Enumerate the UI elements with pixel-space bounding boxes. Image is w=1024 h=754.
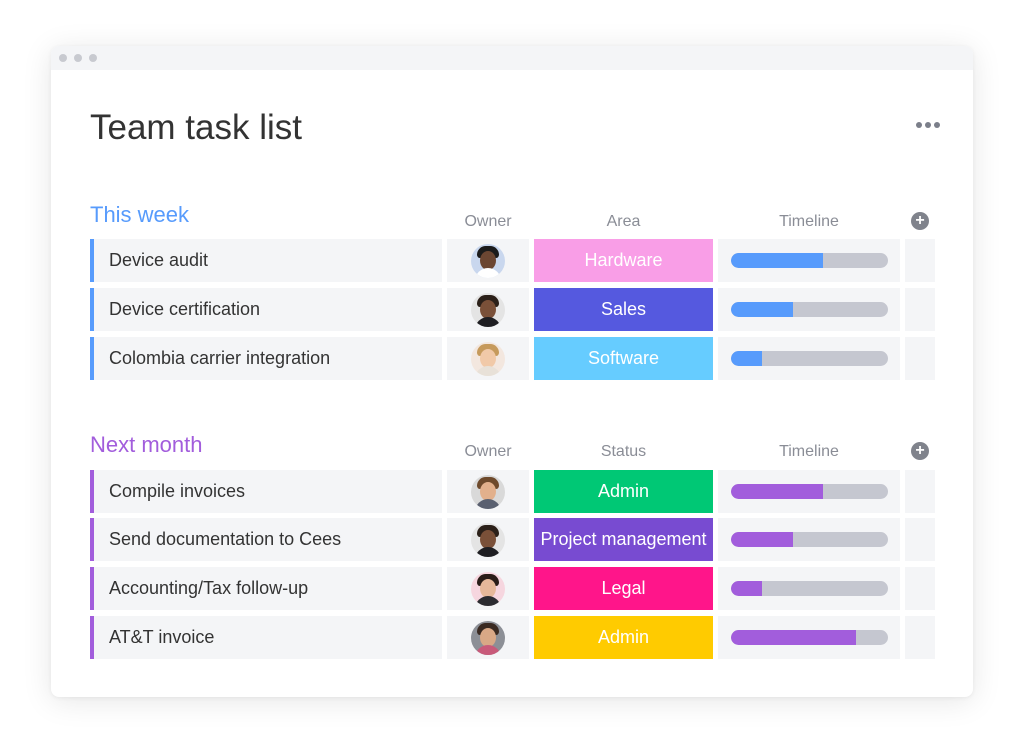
timeline-cell <box>718 567 900 610</box>
owner-avatar-icon[interactable] <box>471 571 505 606</box>
task-name[interactable]: Accounting/Tax follow-up <box>90 567 442 610</box>
column-header-owner[interactable]: Owner <box>464 213 512 230</box>
owner-cell <box>447 518 529 561</box>
task-name[interactable]: Device certification <box>90 288 442 331</box>
task-name[interactable]: Compile invoices <box>90 470 442 513</box>
table-row[interactable]: Send documentation to Cees Project manag… <box>90 518 935 561</box>
table-row[interactable]: Colombia carrier integration Software <box>90 337 935 380</box>
page-title: Team task list <box>90 108 302 147</box>
timeline-bar[interactable] <box>730 630 888 645</box>
timeline-bar[interactable] <box>730 302 888 317</box>
owner-cell <box>447 239 529 282</box>
status-label[interactable]: Admin <box>534 616 713 659</box>
window-titlebar <box>51 46 973 70</box>
more-options-icon[interactable] <box>916 122 940 128</box>
table-row[interactable]: Compile invoices Admin <box>90 470 935 513</box>
column-header-timeline[interactable]: Timeline <box>779 443 839 460</box>
task-name[interactable]: Device audit <box>90 239 442 282</box>
column-header-owner[interactable]: Owner <box>464 443 512 460</box>
timeline-bar[interactable] <box>730 253 888 268</box>
owner-avatar-icon[interactable] <box>471 292 505 327</box>
timeline-bar[interactable] <box>730 351 888 366</box>
timeline-cell <box>718 518 900 561</box>
owner-avatar-icon[interactable] <box>471 620 505 655</box>
window-dot-icon <box>89 54 97 62</box>
window-dot-icon <box>74 54 82 62</box>
owner-avatar-icon[interactable] <box>471 522 505 557</box>
table-row[interactable]: Accounting/Tax follow-up Legal <box>90 567 935 610</box>
table-row[interactable]: Device certification Sales <box>90 288 935 331</box>
empty-cell <box>905 239 935 282</box>
task-name[interactable]: AT&T invoice <box>90 616 442 659</box>
owner-avatar-icon[interactable] <box>471 341 505 376</box>
column-header-timeline[interactable]: Timeline <box>779 213 839 230</box>
empty-cell <box>905 567 935 610</box>
add-column-icon[interactable]: + <box>911 212 929 230</box>
status-label[interactable]: Admin <box>534 470 713 513</box>
owner-avatar-icon[interactable] <box>471 474 505 509</box>
table-row[interactable]: AT&T invoice Admin <box>90 616 935 659</box>
owner-cell <box>447 470 529 513</box>
window-dot-icon <box>59 54 67 62</box>
timeline-cell <box>718 337 900 380</box>
task-name[interactable]: Colombia carrier integration <box>90 337 442 380</box>
timeline-bar[interactable] <box>730 532 888 547</box>
owner-avatar-icon[interactable] <box>471 243 505 278</box>
add-column-icon[interactable]: + <box>911 442 929 460</box>
owner-cell <box>447 567 529 610</box>
timeline-cell <box>718 470 900 513</box>
table-row[interactable]: Device audit Hardware <box>90 239 935 282</box>
owner-cell <box>447 337 529 380</box>
area-label[interactable]: Sales <box>534 288 713 331</box>
task-name[interactable]: Send documentation to Cees <box>90 518 442 561</box>
timeline-bar[interactable] <box>730 581 888 596</box>
empty-cell <box>905 470 935 513</box>
timeline-bar[interactable] <box>730 484 888 499</box>
board-window: Team task list This week Owner Area Time… <box>51 46 973 697</box>
empty-cell <box>905 518 935 561</box>
status-label[interactable]: Project management <box>534 518 713 561</box>
empty-cell <box>905 288 935 331</box>
group-title-next-month[interactable]: Next month <box>90 432 203 457</box>
group-title-this-week[interactable]: This week <box>90 202 190 227</box>
owner-cell <box>447 288 529 331</box>
timeline-cell <box>718 239 900 282</box>
timeline-cell <box>718 616 900 659</box>
column-header-area[interactable]: Area <box>606 213 641 230</box>
empty-cell <box>905 616 935 659</box>
owner-cell <box>447 616 529 659</box>
column-header-status[interactable]: Status <box>600 443 647 460</box>
timeline-cell <box>718 288 900 331</box>
empty-cell <box>905 337 935 380</box>
status-label[interactable]: Legal <box>534 567 713 610</box>
area-label[interactable]: Hardware <box>534 239 713 282</box>
area-label[interactable]: Software <box>534 337 713 380</box>
